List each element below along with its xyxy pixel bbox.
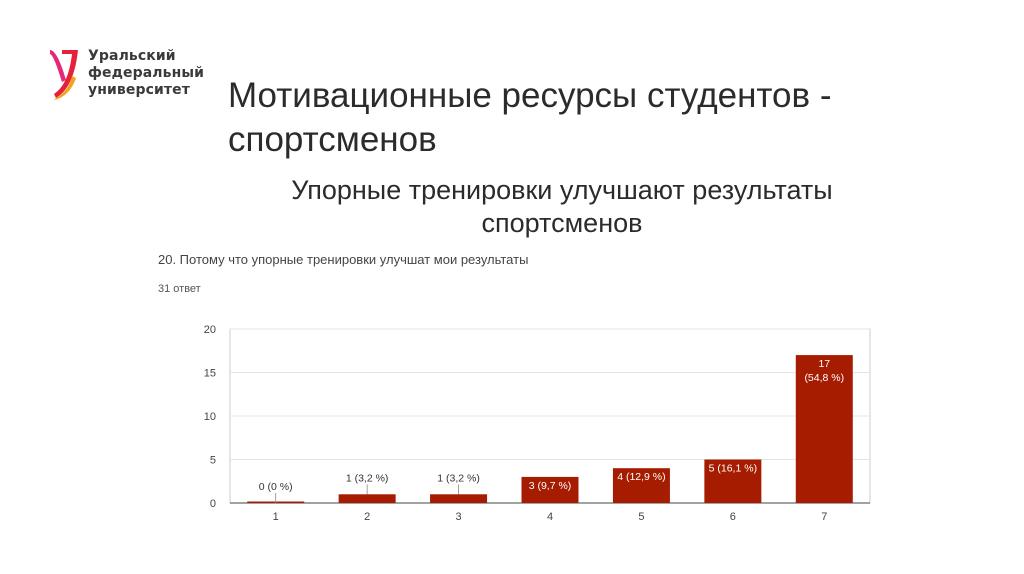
logo-line: федеральный xyxy=(88,65,205,81)
x-tick-label: 6 xyxy=(730,511,736,523)
slide-subtitle-line: спортсменов xyxy=(481,208,643,238)
data-label: 4 (12,9 %) xyxy=(617,471,665,483)
bar-chart: 0 5 10 15 20 1 0 (0 %) 2 1 (3,2 %) 3 1 (3,2 %) 4 3 (… xyxy=(204,324,871,523)
slide-title-line: спортсменов xyxy=(228,120,437,159)
data-label-bg xyxy=(337,471,398,485)
data-label: 17 xyxy=(818,358,830,370)
slide-title: Мотивационные ресурсы студентов - спортс… xyxy=(228,74,988,162)
y-tick-label: 0 xyxy=(210,498,216,510)
data-label: 5 (16,1 %) xyxy=(709,463,757,475)
logo-line: университет xyxy=(88,82,190,98)
logo-line: Уральский xyxy=(88,48,176,64)
question-title: 20. Потому что упорные тренировки улучша… xyxy=(158,252,529,267)
data-label: 0 (0 %) xyxy=(259,481,293,493)
x-tick-label: 2 xyxy=(364,511,370,523)
slide-title-line: Мотивационные ресурсы студентов - xyxy=(228,76,832,115)
slide-subtitle-line: Упорные тренировки улучшают результаты xyxy=(291,175,833,205)
y-tick-label: 20 xyxy=(204,324,216,336)
bar xyxy=(704,459,762,503)
x-tick-label: 3 xyxy=(456,511,462,523)
data-label: (54,8 %) xyxy=(804,372,844,384)
x-tick-label: 5 xyxy=(638,511,644,523)
bar xyxy=(612,468,670,503)
y-tick-label: 15 xyxy=(204,368,216,380)
data-label: 3 (9,7 %) xyxy=(529,480,572,492)
university-logo: Уральский федеральный университет xyxy=(48,44,218,104)
response-count: 31 ответ xyxy=(158,283,201,295)
data-label-bg xyxy=(245,480,306,493)
y-tick-label: 5 xyxy=(210,455,216,467)
data-label: 1 (3,2 %) xyxy=(346,472,389,484)
y-tick-label: 10 xyxy=(204,411,216,423)
logo-text: Уральский федеральный университет xyxy=(88,48,204,99)
x-tick-label: 4 xyxy=(547,511,553,523)
bar xyxy=(338,494,396,503)
bar xyxy=(430,494,488,503)
slide-subtitle: Упорные тренировки улучшают результаты с… xyxy=(200,174,924,240)
bar xyxy=(795,355,853,503)
urfu-logo-icon xyxy=(50,50,78,100)
data-label-bg xyxy=(428,471,489,485)
x-tick-label: 1 xyxy=(273,511,279,523)
bar xyxy=(521,476,579,503)
data-label: 1 (3,2 %) xyxy=(437,472,480,484)
x-tick-label: 7 xyxy=(821,511,827,523)
